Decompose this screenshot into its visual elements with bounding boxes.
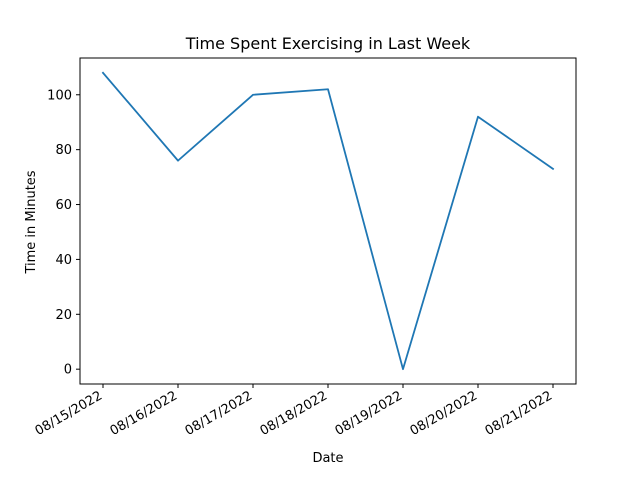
y-tick-label: 0 — [64, 363, 72, 378]
y-axis-label: Time in Minutes — [24, 170, 39, 274]
chart-title: Time Spent Exercising in Last Week — [185, 34, 471, 53]
series-line — [101, 71, 555, 371]
y-tick-label: 80 — [55, 143, 72, 158]
y-tick-label: 60 — [55, 198, 72, 213]
y-tick-label: 20 — [55, 308, 72, 323]
y-tick-label: 100 — [47, 88, 72, 103]
y-tick-label: 40 — [55, 253, 72, 268]
x-axis-label: Date — [312, 451, 343, 466]
